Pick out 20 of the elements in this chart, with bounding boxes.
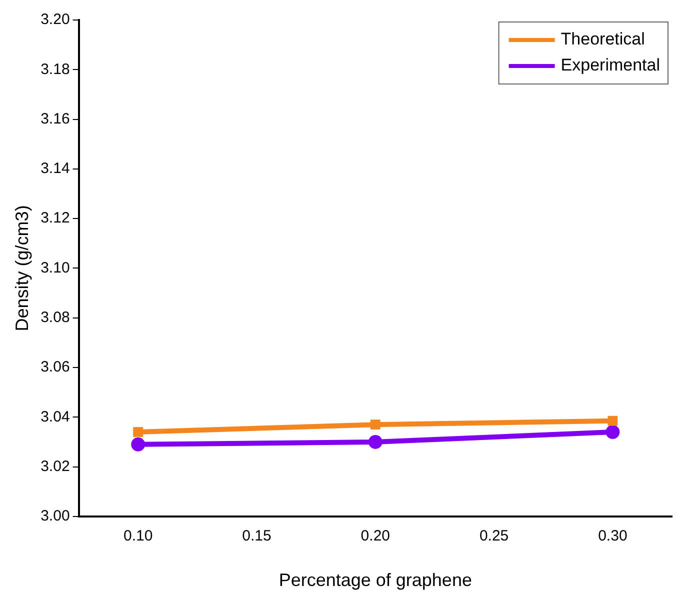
y-tick-label: 3.08	[40, 308, 70, 326]
y-axis-title: Density (g/cm3)	[12, 205, 32, 332]
y-tick-label: 3.06	[40, 358, 70, 376]
x-axis-title: Percentage of graphene	[278, 570, 472, 590]
y-tick-label: 3.10	[40, 259, 70, 276]
x-tick-label: 0.10	[124, 528, 153, 545]
y-tick-label: 3.16	[40, 110, 70, 128]
y-tick-label: 3.00	[40, 508, 70, 525]
y-tick-label: 3.20	[40, 11, 70, 28]
x-tick-label: 0.25	[479, 528, 509, 545]
x-tick-label: 0.15	[242, 528, 272, 545]
y-tick-label: 3.18	[40, 60, 70, 78]
legend-label: Theoretical	[560, 30, 645, 49]
y-tick-label: 3.04	[40, 408, 70, 426]
y-tick-label: 3.14	[40, 160, 70, 178]
y-tick-label: 3.02	[40, 458, 70, 475]
legend-label: Experimental	[560, 56, 660, 75]
y-tick-label: 3.12	[40, 210, 70, 227]
x-tick-label: 0.20	[360, 528, 390, 545]
x-tick-label: 0.30	[598, 528, 628, 545]
